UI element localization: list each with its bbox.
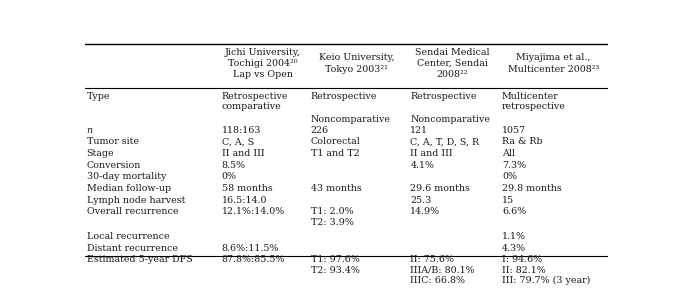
Text: C, A, T, D, S, R: C, A, T, D, S, R — [410, 138, 479, 146]
Text: 1057: 1057 — [502, 126, 526, 135]
Text: n: n — [87, 126, 93, 135]
Text: Sendai Medical
Center, Sendai
2008²²: Sendai Medical Center, Sendai 2008²² — [415, 48, 490, 79]
Text: Retrospective: Retrospective — [311, 92, 377, 101]
Text: II and III: II and III — [410, 149, 453, 158]
Text: All: All — [502, 149, 515, 158]
Text: 15: 15 — [502, 196, 514, 205]
Text: 1.1%: 1.1% — [502, 232, 526, 241]
Text: C, A, S: C, A, S — [222, 138, 254, 146]
Text: T1: 2.0%
T2: 3.9%: T1: 2.0% T2: 3.9% — [311, 207, 354, 227]
Text: 25.3: 25.3 — [410, 196, 431, 205]
Text: 8.6%:11.5%: 8.6%:11.5% — [222, 244, 279, 253]
Text: 58 months: 58 months — [222, 184, 272, 193]
Text: Overall recurrence: Overall recurrence — [87, 207, 178, 217]
Text: Local recurrence: Local recurrence — [87, 232, 169, 241]
Text: Noncomparative: Noncomparative — [410, 115, 490, 124]
Text: Retrospective
comparative: Retrospective comparative — [222, 92, 288, 111]
Text: 4.1%: 4.1% — [410, 161, 435, 170]
Text: Stage: Stage — [87, 149, 114, 158]
Text: 12.1%:14.0%: 12.1%:14.0% — [222, 207, 285, 217]
Text: Noncomparative: Noncomparative — [311, 115, 391, 124]
Text: Type: Type — [87, 92, 110, 101]
Text: 4.3%: 4.3% — [502, 244, 526, 253]
Text: 29.8 months: 29.8 months — [502, 184, 562, 193]
Text: Jichi University,
Tochigi 2004²⁰
Lap vs Open: Jichi University, Tochigi 2004²⁰ Lap vs … — [224, 48, 301, 79]
Text: Retrospective: Retrospective — [410, 92, 477, 101]
Text: 43 months: 43 months — [311, 184, 362, 193]
Text: Multicenter
retrospective: Multicenter retrospective — [502, 92, 566, 111]
Text: T1: 97.6%
T2: 93.4%: T1: 97.6% T2: 93.4% — [311, 255, 360, 275]
Text: 7.3%: 7.3% — [502, 161, 526, 170]
Text: 14.9%: 14.9% — [410, 207, 441, 217]
Text: Conversion: Conversion — [87, 161, 141, 170]
Text: 118:163: 118:163 — [222, 126, 261, 135]
Text: Miyajima et al.,
Multicenter 2008²³: Miyajima et al., Multicenter 2008²³ — [508, 54, 599, 74]
Text: 87.8%:85.5%: 87.8%:85.5% — [222, 255, 285, 264]
Text: Lymph node harvest: Lymph node harvest — [87, 196, 185, 205]
Text: Keio University,
Tokyo 2003²¹: Keio University, Tokyo 2003²¹ — [319, 54, 395, 74]
Text: 121: 121 — [410, 126, 429, 135]
Text: 226: 226 — [311, 126, 329, 135]
Text: 30-day mortality: 30-day mortality — [87, 173, 166, 182]
Text: Tumor site: Tumor site — [87, 138, 139, 146]
Text: Median follow-up: Median follow-up — [87, 184, 171, 193]
Text: Estimated 5-year DFS: Estimated 5-year DFS — [87, 255, 193, 264]
Text: I: 94.6%
II: 82.1%
III: 79.7% (3 year): I: 94.6% II: 82.1% III: 79.7% (3 year) — [502, 255, 590, 285]
Text: 16.5:14.0: 16.5:14.0 — [222, 196, 267, 205]
Text: 8.5%: 8.5% — [222, 161, 246, 170]
Text: 0%: 0% — [502, 173, 517, 182]
Text: Distant recurrence: Distant recurrence — [87, 244, 178, 253]
Text: II and III: II and III — [222, 149, 264, 158]
Text: 0%: 0% — [222, 173, 237, 182]
Text: 6.6%: 6.6% — [502, 207, 527, 217]
Text: T1 and T2: T1 and T2 — [311, 149, 360, 158]
Text: II: 75.6%
IIIA/B: 80.1%
IIIC: 66.8%: II: 75.6% IIIA/B: 80.1% IIIC: 66.8% — [410, 255, 475, 285]
Text: Ra & Rb: Ra & Rb — [502, 138, 543, 146]
Text: Colorectal: Colorectal — [311, 138, 361, 146]
Text: 29.6 months: 29.6 months — [410, 184, 470, 193]
